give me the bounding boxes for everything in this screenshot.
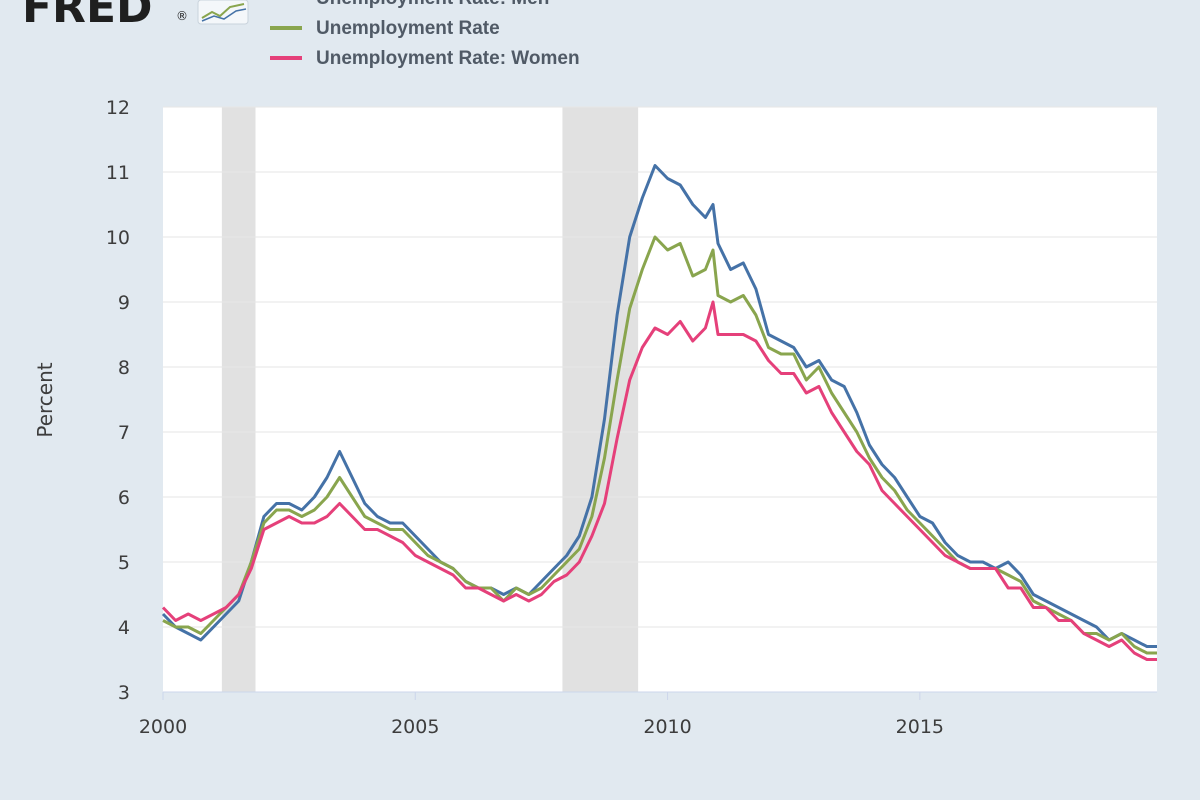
x-tick-label-2005: 2005 — [391, 716, 439, 738]
series-line-men — [161, 164, 1157, 648]
y-tick-label-9: 9 — [118, 292, 130, 314]
fred-logo: FRED ® — [22, 0, 249, 33]
y-tick-label-4: 4 — [118, 617, 130, 639]
y-axis-title: Percent — [33, 362, 57, 437]
x-tick-label-2015: 2015 — [896, 716, 944, 738]
y-axis-ticks: 3 4 5 6 7 8 9 10 11 12 — [106, 97, 130, 704]
legend: Unemployment Rate: Men Unemployment Rate… — [270, 0, 580, 69]
recession-band-1 — [221, 107, 256, 692]
y-tick-label-10: 10 — [106, 227, 130, 249]
legend-item-total[interactable]: Unemployment Rate — [270, 18, 500, 39]
legend-label-women: Unemployment Rate: Women — [316, 48, 580, 69]
logo-text: FRED — [22, 0, 153, 33]
y-tick-label-6: 6 — [118, 487, 130, 509]
y-tick-label-12: 12 — [106, 97, 130, 119]
y-tick-label-3: 3 — [118, 682, 130, 704]
line-chart-icon — [197, 0, 249, 25]
x-axis-ticks: 2000 2005 2010 2015 — [139, 692, 944, 738]
series-lines — [161, 164, 1157, 661]
logo-registered-mark: ® — [176, 9, 188, 23]
legend-label-men: Unemployment Rate: Men — [316, 0, 549, 9]
plot-area — [163, 107, 1157, 692]
legend-item-men[interactable]: Unemployment Rate: Men — [270, 0, 549, 9]
x-tick-label-2000: 2000 — [139, 716, 187, 738]
y-tick-label-7: 7 — [118, 422, 130, 444]
legend-label-total: Unemployment Rate — [316, 18, 500, 39]
legend-item-women[interactable]: Unemployment Rate: Women — [270, 48, 580, 69]
x-tick-label-2010: 2010 — [643, 716, 691, 738]
y-tick-label-11: 11 — [106, 162, 130, 184]
y-tick-label-5: 5 — [118, 552, 130, 574]
series-line-women — [161, 300, 1157, 661]
y-tick-label-8: 8 — [118, 357, 130, 379]
